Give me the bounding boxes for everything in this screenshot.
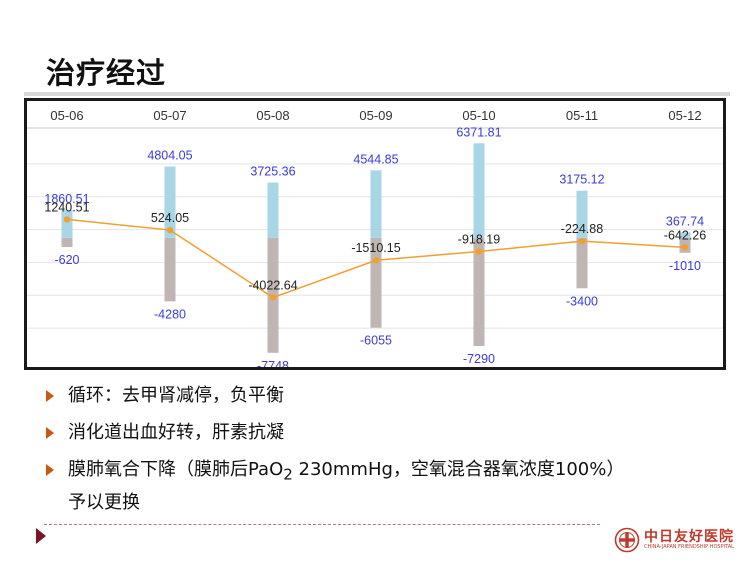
net-value-label: -1510.15 [351, 241, 400, 255]
output-value-label: -4280 [154, 307, 186, 321]
x-tick-label: 05-12 [668, 108, 701, 123]
net-value-label: 524.05 [151, 211, 189, 225]
hospital-emblem-icon [614, 527, 640, 553]
bullet-arrow-icon [46, 427, 54, 439]
intake-value-label: 3725.36 [250, 165, 295, 179]
bullet-text-line2: 予以更换 [68, 491, 140, 513]
bullet-arrow-icon [46, 464, 54, 476]
bullet-text-part1: 膜肺氧合下降（膜肺后PaO [68, 459, 284, 480]
hospital-name-en: CHINA-JAPAN FRIENDSHIP HOSPITAL [644, 544, 734, 550]
output-value-label: -620 [54, 253, 79, 267]
bullet-circulation: 循环：去甲肾减停，负平衡 [46, 382, 726, 409]
bullet-text: 消化道出血好转，肝素抗凝 [68, 422, 284, 443]
output-value-label: -1010 [669, 259, 701, 273]
bullet-text: 循环：去甲肾减停，负平衡 [68, 385, 284, 406]
bullet-ecmo-oxygenation: 膜肺氧合下降（膜肺后PaO2 230mmHg，空氧混合器氧浓度100%） 予以更… [46, 456, 726, 516]
intake-bar [370, 170, 382, 238]
intake-bar [473, 143, 485, 238]
output-value-label: -3400 [566, 294, 598, 308]
intake-value-label: 1860.51 [44, 192, 89, 206]
intake-value-label: 4804.05 [147, 149, 192, 163]
net-value-label: -4022.64 [248, 279, 297, 293]
bullet-text-part2: 230mmHg，空氧混合器氧浓度100%） [292, 459, 625, 480]
bullet-subscript: 2 [283, 465, 293, 484]
x-tick-label: 05-11 [566, 108, 598, 123]
intake-value-label: 4544.85 [353, 152, 398, 166]
intake-bar [267, 182, 279, 238]
output-bar [164, 237, 176, 302]
intake-bar [164, 166, 176, 238]
chart-svg: 05-06 05-07 05-08 05-09 05-10 05-11 05-12 1860.… [27, 101, 723, 367]
bullet-arrow-icon [46, 390, 54, 402]
net-value-label: -642.26 [664, 228, 706, 242]
slide-title: 治疗经过 [46, 56, 167, 90]
hospital-name-cn: 中日友好医院 [644, 529, 734, 545]
net-balance-point [475, 248, 483, 255]
fluid-balance-chart: 05-06 05-07 05-08 05-09 05-10 05-11 05-12 1860.… [24, 98, 726, 370]
output-value-label: -7748 [257, 359, 289, 367]
x-tick-label: 05-06 [50, 108, 83, 123]
x-tick-label: 05-08 [256, 108, 289, 123]
net-value-label: 1240.51 [44, 200, 89, 214]
output-bar [370, 237, 382, 328]
net-balance-point [166, 226, 174, 234]
output-bar [473, 237, 485, 347]
x-tick-label: 05-07 [153, 108, 186, 123]
output-bar [61, 237, 73, 248]
output-bar [576, 237, 588, 289]
output-value-label: -6055 [360, 334, 392, 348]
intake-bar [679, 232, 691, 238]
title-underline [24, 92, 730, 96]
hospital-logo: 中日友好医院 CHINA-JAPAN FRIENDSHIP HOSPITAL [614, 526, 734, 554]
x-tick-label: 05-09 [359, 108, 392, 123]
intake-bar [576, 190, 588, 238]
footer-divider [44, 524, 600, 525]
net-balance-point [63, 216, 71, 223]
net-balance-point [269, 294, 277, 301]
corner-arrow-icon [36, 528, 46, 544]
net-balance-point [372, 257, 380, 264]
x-tick-label: 05-10 [462, 108, 495, 123]
net-value-label: -224.88 [561, 222, 603, 236]
net-balance-point [681, 244, 689, 251]
intake-value-label: 3175.12 [559, 173, 604, 187]
net-value-label: -918.19 [458, 232, 500, 246]
bullet-gi-bleeding: 消化道出血好转，肝素抗凝 [46, 419, 726, 446]
output-value-label: -7290 [463, 352, 495, 366]
bullet-list: 循环：去甲肾减停，负平衡 消化道出血好转，肝素抗凝 膜肺氧合下降（膜肺后PaO2… [46, 382, 726, 526]
x-axis-header-band [27, 101, 723, 127]
intake-bar [61, 210, 73, 238]
intake-value-label: 6371.81 [456, 125, 501, 139]
net-balance-point [578, 237, 586, 245]
intake-value-label: 367.74 [666, 214, 704, 228]
